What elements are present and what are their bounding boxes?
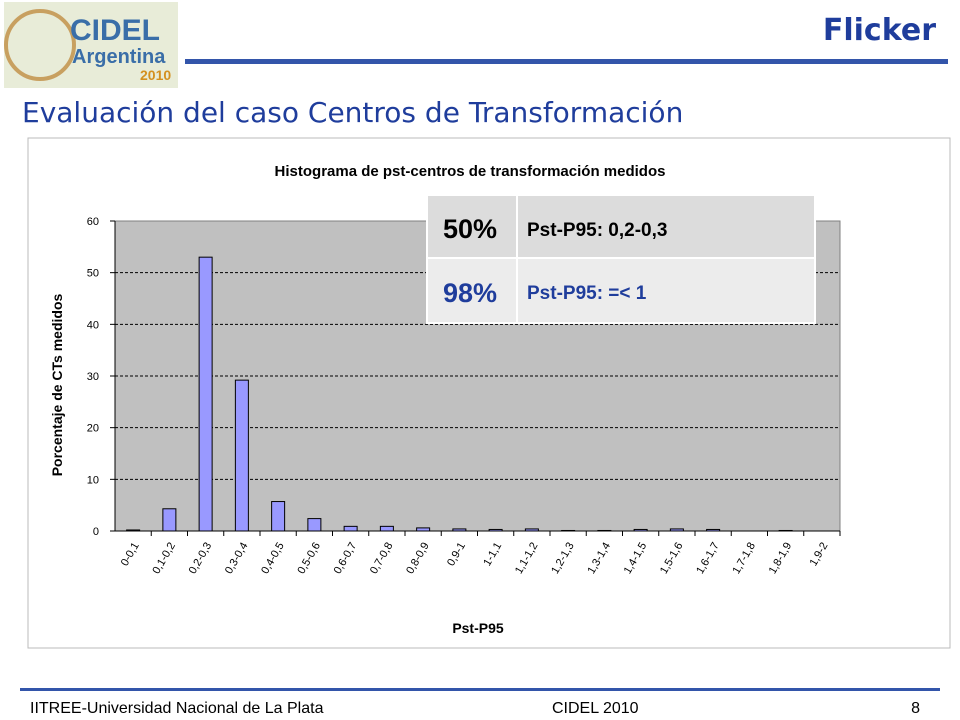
logo-bg — [4, 2, 178, 88]
logo-text: Argentina — [72, 46, 166, 68]
bar — [343, 525, 358, 532]
table-row — [426, 257, 816, 324]
footer-text: IITREE-Universidad Nacional de La Plata — [30, 700, 324, 717]
y-tick-label: 60 — [87, 216, 99, 228]
bar — [379, 525, 394, 532]
chart-title: Histograma de pst-centros de transformac… — [275, 163, 666, 180]
bar — [524, 528, 539, 532]
footer-text: CIDEL 2010 — [552, 700, 639, 717]
y-tick-label: 0 — [93, 526, 99, 538]
logo-text: CIDEL — [70, 14, 160, 47]
bar — [778, 529, 793, 532]
bar — [234, 379, 249, 532]
bar — [633, 528, 648, 532]
table-row — [426, 194, 816, 259]
bar — [669, 528, 684, 532]
bar — [597, 529, 612, 532]
logo-globe — [4, 9, 76, 81]
bar — [198, 256, 213, 532]
table-cell: 50% — [443, 214, 497, 244]
page-number: 8 — [911, 700, 920, 717]
x-axis-label: Pst-P95 — [452, 620, 504, 636]
slide-subtitle: Evaluación del caso Centros de Transform… — [22, 96, 683, 129]
logo-text: 2010 — [140, 67, 171, 83]
slide-title: Flicker — [823, 13, 936, 48]
bar — [307, 518, 322, 532]
y-tick-label: 20 — [87, 423, 99, 435]
bar — [452, 528, 467, 532]
y-tick-label: 40 — [87, 319, 99, 331]
table-cell: Pst-P95: 0,2-0,3 — [527, 220, 667, 241]
bar — [561, 529, 576, 532]
summary-table: 50% Pst-P95: 0,2-0,3 98% Pst-P95: =< 1 — [426, 194, 816, 324]
y-axis-label: Porcentaje de CTs medidos — [49, 294, 65, 477]
y-tick-label: 10 — [87, 474, 99, 486]
bar — [488, 528, 503, 532]
header-rule — [185, 59, 948, 64]
bar — [162, 508, 177, 532]
bar — [416, 527, 431, 532]
footer-rule — [20, 688, 940, 691]
table-cell: 98% — [443, 278, 497, 308]
y-tick-label: 50 — [87, 268, 99, 280]
y-tick-label: 30 — [87, 371, 99, 383]
bar — [706, 528, 721, 532]
bar — [271, 501, 286, 532]
table-cell: Pst-P95: =< 1 — [527, 283, 647, 304]
bar — [126, 529, 141, 532]
